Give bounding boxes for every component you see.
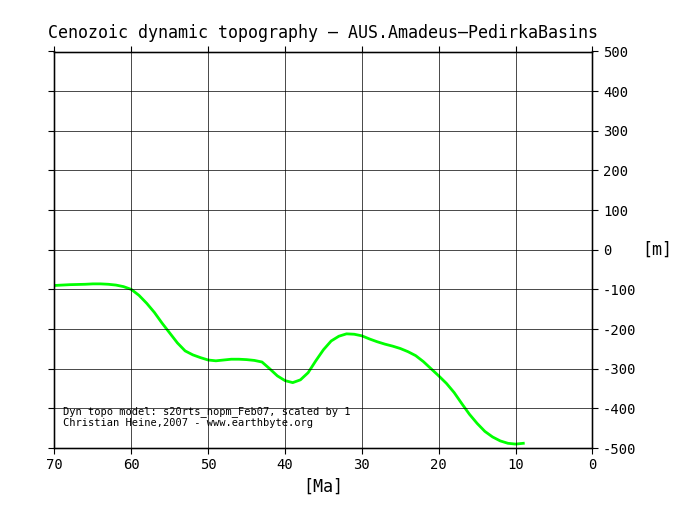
Y-axis label: [m]: [m]	[642, 241, 672, 259]
Text: Dyn topo model: s20rts_nopm_Feb07, scaled by 1
Christian Heine,2007 - www.earthb: Dyn topo model: s20rts_nopm_Feb07, scale…	[63, 406, 350, 428]
Title: Cenozoic dynamic topography – AUS.Amadeus–PedirkaBasins: Cenozoic dynamic topography – AUS.Amadeu…	[48, 24, 599, 42]
X-axis label: [Ma]: [Ma]	[304, 478, 343, 496]
